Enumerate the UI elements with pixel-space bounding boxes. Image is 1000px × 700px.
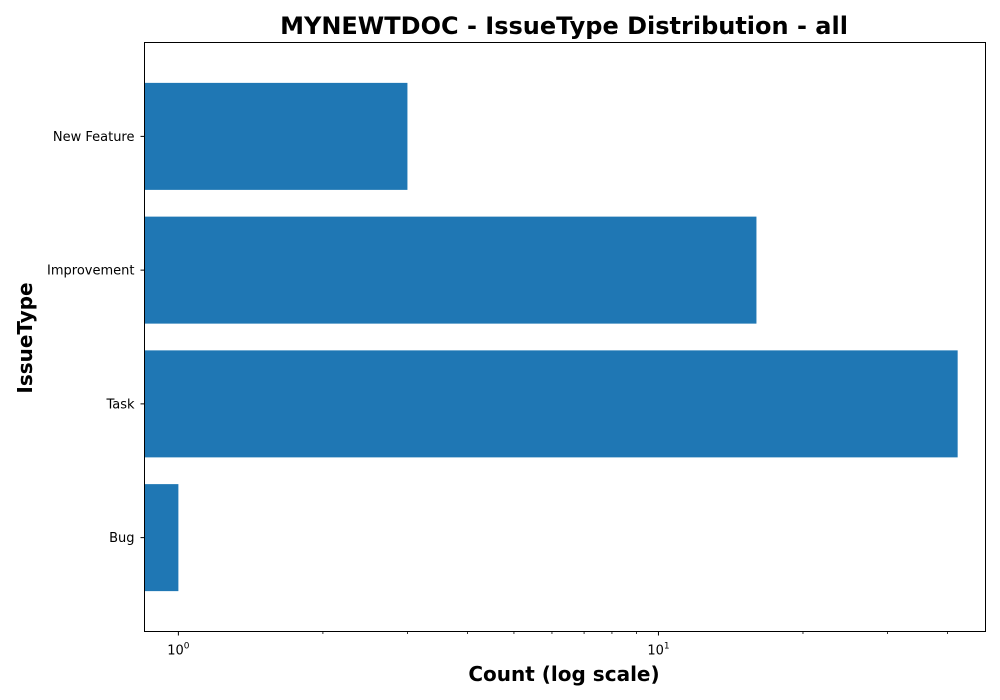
bar-improvement [144,216,757,324]
bars [144,82,958,592]
bar-new-feature [144,82,408,190]
plot-frame [144,42,986,632]
x-tick-label: 101 [647,642,669,659]
x-axis-label: Count (log scale) [468,662,659,686]
y-tick-label-improvement: Improvement [47,264,134,279]
chart-title: MYNEWTDOC - IssueType Distribution - all [280,12,848,40]
y-tick-label-new-feature: New Feature [53,130,135,145]
x-tick-label: 100 [167,642,190,659]
axis-ticks: Bug Task Improvement New Feature 100 101 [47,130,948,659]
bar-bug [144,484,179,592]
y-tick-label-task: Task [105,397,135,412]
bar-task [144,350,958,458]
y-axis-label: IssueType [13,282,37,393]
y-tick-label-bug: Bug [109,531,134,546]
